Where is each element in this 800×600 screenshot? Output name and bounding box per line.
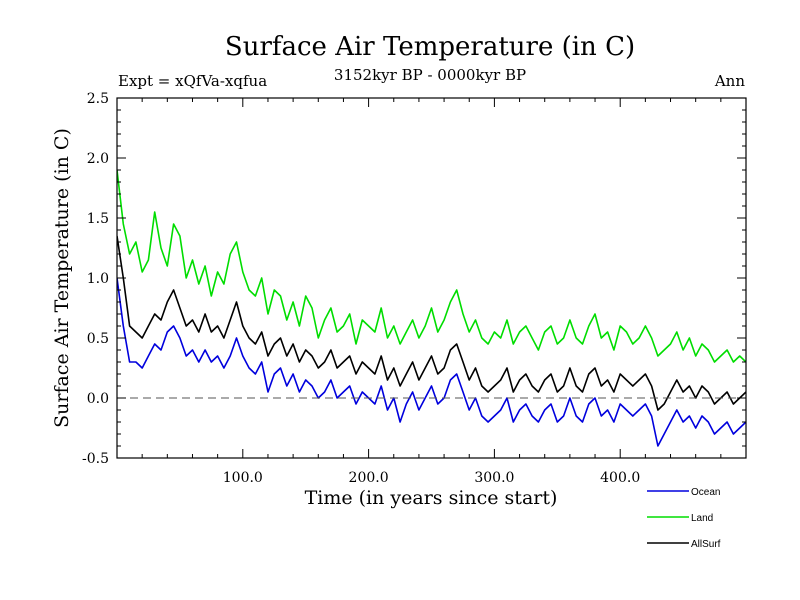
- legend-label-land: Land: [691, 513, 713, 524]
- y-tick-label: 2.5: [87, 91, 109, 107]
- season-label: Ann: [714, 72, 745, 90]
- series-line-allsurf: [117, 235, 746, 411]
- experiment-label: Expt = xQfVa-xqfua: [118, 72, 267, 90]
- y-tick-label: 0.5: [87, 331, 109, 347]
- x-tick-label: 400.0: [600, 470, 640, 486]
- y-tick-label: -0.5: [82, 451, 109, 467]
- x-axis-label: Time (in years since start): [305, 487, 558, 509]
- y-tick-label: 1.0: [87, 271, 109, 287]
- legend: Ocean Land AllSurf: [647, 487, 721, 550]
- y-axis-ticks: -0.5 0.0 0.5 1.0 1.5 2.0 2.5: [82, 91, 746, 467]
- plot-frame: [116, 97, 747, 459]
- time-range-label: 3152kyr BP - 0000kyr BP: [334, 66, 526, 84]
- plot-area: 100.0 200.0 300.0 400.0 -0.5 0.0 0.5 1.0 1.5 2.0…: [82, 91, 747, 486]
- series-layer: [117, 169, 746, 447]
- legend-label-allsurf: AllSurf: [691, 539, 721, 550]
- series-line-ocean: [117, 277, 746, 447]
- series-line-land: [117, 169, 746, 363]
- chart-title: Surface Air Temperature (in C): [225, 32, 635, 62]
- x-tick-label: 100.0: [223, 470, 263, 486]
- y-tick-label: 0.0: [87, 391, 109, 407]
- x-axis-ticks: 100.0 200.0 300.0 400.0: [141, 98, 722, 486]
- y-axis-label: Surface Air Temperature (in C): [51, 128, 73, 428]
- legend-label-ocean: Ocean: [691, 487, 720, 498]
- x-tick-label: 200.0: [349, 470, 389, 486]
- x-tick-label: 300.0: [474, 470, 514, 486]
- y-tick-label: 1.5: [87, 211, 109, 227]
- y-tick-label: 2.0: [87, 151, 109, 167]
